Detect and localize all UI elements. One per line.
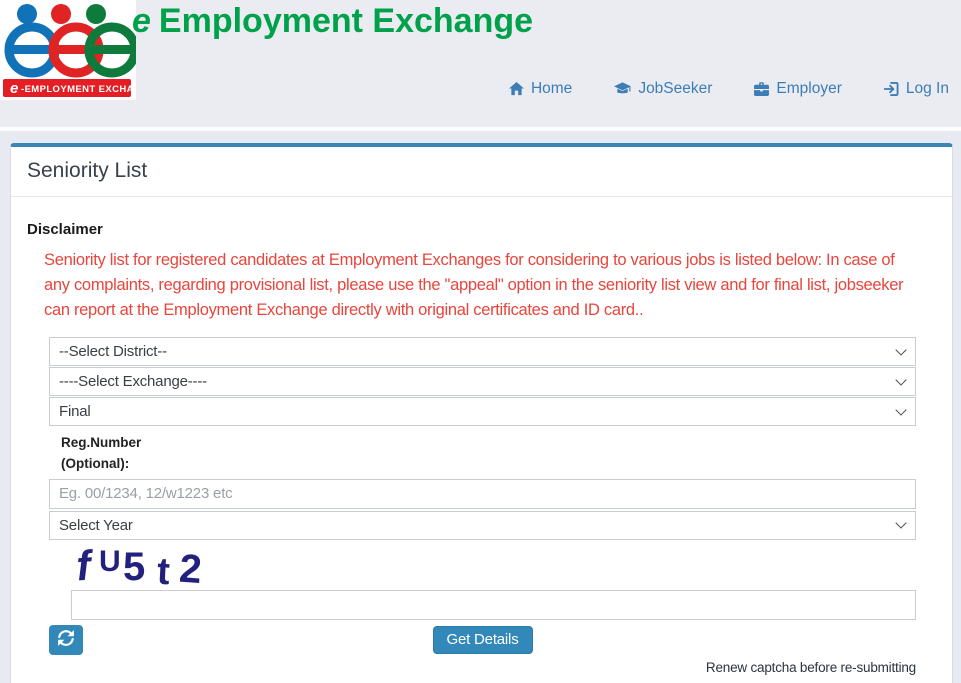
nav-item-jobseeker[interactable]: JobSeeker xyxy=(614,80,712,98)
captcha-input[interactable] xyxy=(71,589,916,620)
captcha-input-wrap xyxy=(71,589,916,620)
get-details-button[interactable]: Get Details xyxy=(432,625,533,654)
district-select-value: --Select District-- xyxy=(59,343,167,360)
captcha-char-4: t xyxy=(156,550,171,589)
chevron-down-icon xyxy=(895,517,907,530)
captcha-char-2: U xyxy=(99,545,121,578)
exchange-select-value: ----Select Exchange---- xyxy=(59,373,207,390)
reg-number-label: Reg.Number (Optional): xyxy=(61,433,916,475)
reg-number-input[interactable] xyxy=(49,478,916,509)
exchange-select[interactable]: ----Select Exchange---- xyxy=(49,367,916,396)
nav-login-label: Log In xyxy=(905,80,949,97)
brand-title-rest: Employment Exchange xyxy=(158,2,534,40)
disclaimer-heading: Disclaimer xyxy=(27,221,103,238)
renew-captcha-note: Renew captcha before re-submitting xyxy=(705,659,916,675)
nav-home-label: Home xyxy=(530,80,573,97)
reg-number-label-line1: Reg.Number xyxy=(61,435,142,450)
logo-figures-graphic: e -EMPLOYMENT EXCHANGE xyxy=(3,4,155,97)
reg-number-label-line2: (Optional): xyxy=(61,455,130,471)
panel-title: Seniority List xyxy=(11,147,952,197)
nav-jobseeker-label: JobSeeker xyxy=(638,80,713,97)
header-divider xyxy=(0,127,961,131)
logo-banner-text: -EMPLOYMENT EXCHANGE xyxy=(21,84,136,95)
action-row: Get Details xyxy=(49,624,916,657)
briefcase-icon xyxy=(754,82,770,96)
graduation-cap-icon xyxy=(614,82,632,96)
page-main: Seniority List Disclaimer Seniority list… xyxy=(0,143,961,683)
captcha-char-1: f xyxy=(75,544,96,590)
captcha-char-3: 5 xyxy=(123,545,145,589)
logo-banner-e: e xyxy=(10,80,18,97)
chevron-down-icon xyxy=(895,343,907,356)
site-logo: e -EMPLOYMENT EXCHANGE xyxy=(0,0,155,100)
page-brand-title: e Employment Exchange xyxy=(132,2,533,41)
brand-title-e: e xyxy=(132,2,151,40)
disclaimer-text: Seniority list for registered candidates… xyxy=(44,251,904,319)
nav-item-login[interactable]: Log In xyxy=(883,80,949,98)
captcha-image: f U 5 t 2 xyxy=(75,541,916,593)
chevron-down-icon xyxy=(895,403,907,416)
chevron-down-icon xyxy=(895,373,907,386)
district-select[interactable]: --Select District-- xyxy=(49,337,916,366)
home-icon xyxy=(508,82,524,96)
year-select[interactable]: Select Year xyxy=(49,510,916,540)
nav-item-employer[interactable]: Employer xyxy=(754,80,842,98)
main-nav: Home JobSeeker Employer xyxy=(508,80,949,98)
nav-item-home[interactable]: Home xyxy=(508,80,573,98)
panel-body: Disclaimer Seniority list for registered… xyxy=(11,197,952,683)
refresh-captcha-button[interactable] xyxy=(49,624,83,655)
list-type-select-value: Final xyxy=(59,403,91,420)
list-type-select[interactable]: Final xyxy=(49,397,916,426)
refresh-icon xyxy=(58,630,74,649)
captcha-char-5: 2 xyxy=(178,546,203,589)
nav-employer-label: Employer xyxy=(776,80,842,97)
sign-in-icon xyxy=(883,82,899,96)
year-select-value: Select Year xyxy=(59,516,133,534)
seniority-form: --Select District-- ----Select Exchange-… xyxy=(49,337,916,675)
seniority-list-panel: Seniority List Disclaimer Seniority list… xyxy=(10,143,953,683)
